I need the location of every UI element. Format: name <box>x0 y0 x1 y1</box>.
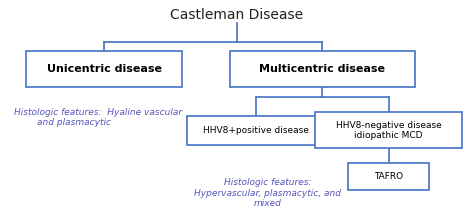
Text: Castleman Disease: Castleman Disease <box>171 8 303 22</box>
Text: Unicentric disease: Unicentric disease <box>47 64 162 74</box>
Text: HHV8-negative disease
idiopathic MCD: HHV8-negative disease idiopathic MCD <box>336 121 442 140</box>
Text: Histologic features:  Hyaline vascular
        and plasmacytic: Histologic features: Hyaline vascular an… <box>14 108 182 127</box>
Text: Histologic features:
Hypervascular, plasmacytic, and
mixed: Histologic features: Hypervascular, plas… <box>194 178 341 208</box>
Text: TAFRO: TAFRO <box>374 172 403 181</box>
FancyBboxPatch shape <box>348 163 429 190</box>
Text: Multicentric disease: Multicentric disease <box>259 64 385 74</box>
FancyBboxPatch shape <box>187 116 325 145</box>
Text: HHV8+positive disease: HHV8+positive disease <box>203 126 309 135</box>
FancyBboxPatch shape <box>230 51 415 87</box>
FancyBboxPatch shape <box>26 51 182 87</box>
FancyBboxPatch shape <box>315 112 462 148</box>
